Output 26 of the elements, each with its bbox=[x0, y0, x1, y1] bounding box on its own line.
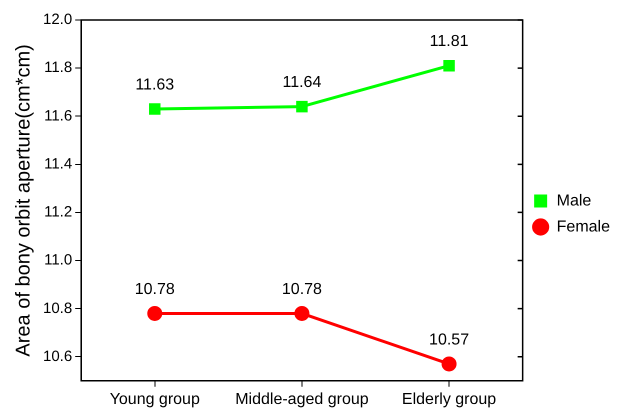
data-label: 10.78 bbox=[282, 280, 322, 298]
data-label: 10.57 bbox=[429, 331, 470, 348]
point bbox=[443, 60, 455, 72]
data-label: 11.64 bbox=[282, 74, 322, 91]
data-label: 11.81 bbox=[430, 33, 469, 50]
y-tick-label: 12.0 bbox=[42, 11, 72, 28]
legend-label: Female bbox=[556, 218, 610, 236]
x-tick-label: Young group bbox=[110, 390, 200, 408]
x-tick-label: Elderly group bbox=[402, 390, 496, 408]
y-tick-label: 10.6 bbox=[42, 348, 72, 365]
y-tick-label: 11.8 bbox=[44, 59, 72, 76]
y-tick-label: 11.4 bbox=[44, 155, 72, 172]
y-axis-title: Area of bony orbit aperture(cm*cm) bbox=[12, 44, 35, 357]
y-tick-label: 11.2 bbox=[44, 204, 72, 221]
legend-label: Male bbox=[556, 192, 592, 210]
y-tick-label: 11.6 bbox=[44, 107, 72, 124]
x-tick-label: Middle-aged group bbox=[235, 390, 369, 408]
point bbox=[147, 306, 162, 321]
point bbox=[294, 306, 310, 321]
y-tick-label: 11.0 bbox=[44, 252, 72, 269]
data-label: 10.78 bbox=[134, 280, 175, 298]
data-label: 11.63 bbox=[135, 76, 174, 94]
point bbox=[442, 356, 457, 372]
y-tick-label: 10.8 bbox=[42, 300, 72, 317]
point bbox=[296, 100, 308, 112]
point bbox=[149, 103, 161, 115]
